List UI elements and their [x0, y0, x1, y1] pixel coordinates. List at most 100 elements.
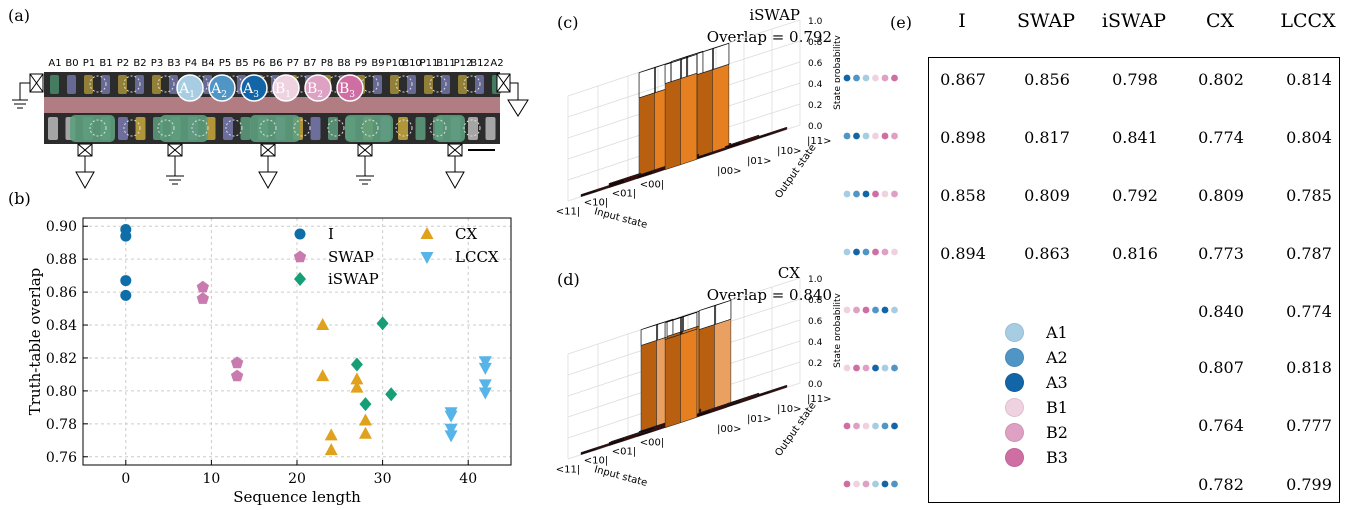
state-dot — [843, 306, 851, 314]
table-cell: 0.764 — [1198, 416, 1244, 435]
table-header-cx: CX — [1205, 10, 1235, 32]
table-cell: 0.816 — [1112, 244, 1158, 263]
device-label-p9: P9 — [355, 58, 367, 69]
legend-label-swap: SWAP — [328, 248, 374, 266]
table-cell: 0.807 — [1198, 358, 1244, 377]
bar-front — [680, 328, 698, 424]
table-cell: 0.774 — [1198, 128, 1244, 147]
input-tick-label: <01| — [612, 447, 636, 458]
y-axis-label: Truth-table overlap — [26, 268, 44, 416]
channel-band — [44, 97, 500, 113]
legend-label-lccx: LCCX — [455, 248, 499, 266]
z-axis-label: State probability — [833, 34, 840, 109]
z-tick-label: 0.0 — [808, 380, 823, 390]
top-gate — [458, 75, 467, 94]
ground-symbol — [12, 82, 30, 109]
z-axis-label: State probability — [833, 292, 840, 367]
bar-side — [580, 447, 597, 456]
device-micrograph: A1 B0 P1 B1 P2 B2 P3 B3 P4 B4 P5 B5 P6 B6 P7 B7 P8 B8 P9 B9… — [12, 58, 529, 190]
point-cx — [350, 372, 364, 385]
ideal-outline-top — [640, 318, 674, 331]
dot-marker — [225, 119, 243, 137]
output-tick-label: |10> — [777, 404, 801, 415]
table-cell: 0.863 — [1024, 244, 1070, 263]
bar-front — [710, 146, 728, 156]
bar-front — [712, 63, 730, 155]
input-tick-label: <01| — [612, 189, 636, 200]
state-dot — [853, 422, 860, 430]
device-label-p8: P8 — [321, 58, 333, 69]
overlap-table: 0.867 0.856 0.798 0.802 0.814 0.898 0.817 0.841… — [928, 57, 1340, 503]
z-tick-label: 0.8 — [808, 296, 823, 306]
device-label-p12: P12 — [454, 58, 473, 69]
state-dot — [853, 74, 860, 82]
x-axis-label: Input state — [593, 464, 648, 489]
qubit-a3 — [240, 74, 268, 102]
point-i — [120, 275, 132, 287]
table-header-i: I — [958, 10, 966, 32]
legend-dot — [1005, 397, 1024, 417]
qubit-subscript: 1 — [285, 90, 291, 100]
table-cell: 0.802 — [1198, 70, 1244, 89]
legend-item-a2: A2 — [1005, 346, 1068, 368]
table-cell: 0.867 — [940, 70, 986, 89]
state-dot — [843, 248, 851, 256]
table-cell: 0.774 — [1286, 302, 1332, 321]
bar-front — [624, 431, 642, 442]
legend-dot — [1005, 372, 1024, 392]
dot-marker — [327, 119, 345, 137]
state-dot — [881, 422, 889, 430]
z-tick-label: 0.4 — [808, 80, 823, 90]
device-label-a2: A2 — [490, 58, 503, 69]
chart-subtitle: Overlap = 0.792 — [707, 28, 832, 46]
state-dot — [843, 480, 851, 488]
bar-top — [755, 126, 787, 138]
chart-subtitle: Overlap = 0.840 — [707, 286, 832, 304]
panel-label-a: (a) — [8, 6, 31, 25]
input-tick-label: <00| — [640, 180, 664, 191]
bar-top — [608, 172, 641, 184]
reservoir — [345, 115, 393, 142]
bar-front — [680, 72, 698, 166]
state-dot — [862, 132, 870, 140]
ideal-outline-top — [698, 299, 732, 312]
antenna-symbol — [75, 156, 95, 190]
antenna-symbol — [445, 156, 465, 190]
device-label-p10: P10 — [386, 58, 405, 69]
y-tick-label: 0.86 — [46, 285, 77, 301]
y-tick-label: 0.90 — [46, 219, 77, 235]
table-header-swap: SWAP — [1016, 10, 1076, 32]
top-gate — [424, 75, 433, 94]
device-label-b8: B8 — [337, 58, 350, 69]
legend-label: B3 — [1046, 447, 1068, 467]
table-cell: 0.809 — [1198, 186, 1244, 205]
reservoir — [160, 115, 208, 142]
state-dot — [872, 190, 879, 198]
qubit-subscript: 3 — [253, 90, 259, 100]
z-tick-label: 1.0 — [808, 17, 823, 27]
input-tick-label: <10| — [584, 456, 608, 467]
ideal-outline-top — [696, 42, 730, 55]
point-iswap — [385, 387, 398, 402]
point-swap — [196, 280, 209, 293]
table-cell: 0.817 — [1024, 128, 1070, 147]
bottom-gate — [328, 117, 338, 140]
top-gate — [67, 75, 76, 94]
state-dot — [891, 306, 898, 314]
reservoir — [435, 115, 465, 142]
point-i — [120, 230, 132, 242]
table-cell: 0.841 — [1112, 128, 1158, 147]
legend-item-b1: B1 — [1005, 396, 1068, 418]
top-gate — [152, 75, 161, 94]
state-dot — [881, 480, 889, 488]
ideal-outline-top — [664, 53, 698, 66]
state-dot — [843, 132, 851, 140]
state-dot — [872, 248, 879, 256]
bar-top — [608, 431, 641, 443]
legend-label: B2 — [1046, 422, 1068, 442]
state-dot — [862, 248, 870, 256]
z-tick-label: 1.0 — [808, 275, 823, 285]
state-dot — [881, 74, 889, 82]
state-dot — [862, 480, 870, 488]
dot-marker — [429, 75, 447, 93]
